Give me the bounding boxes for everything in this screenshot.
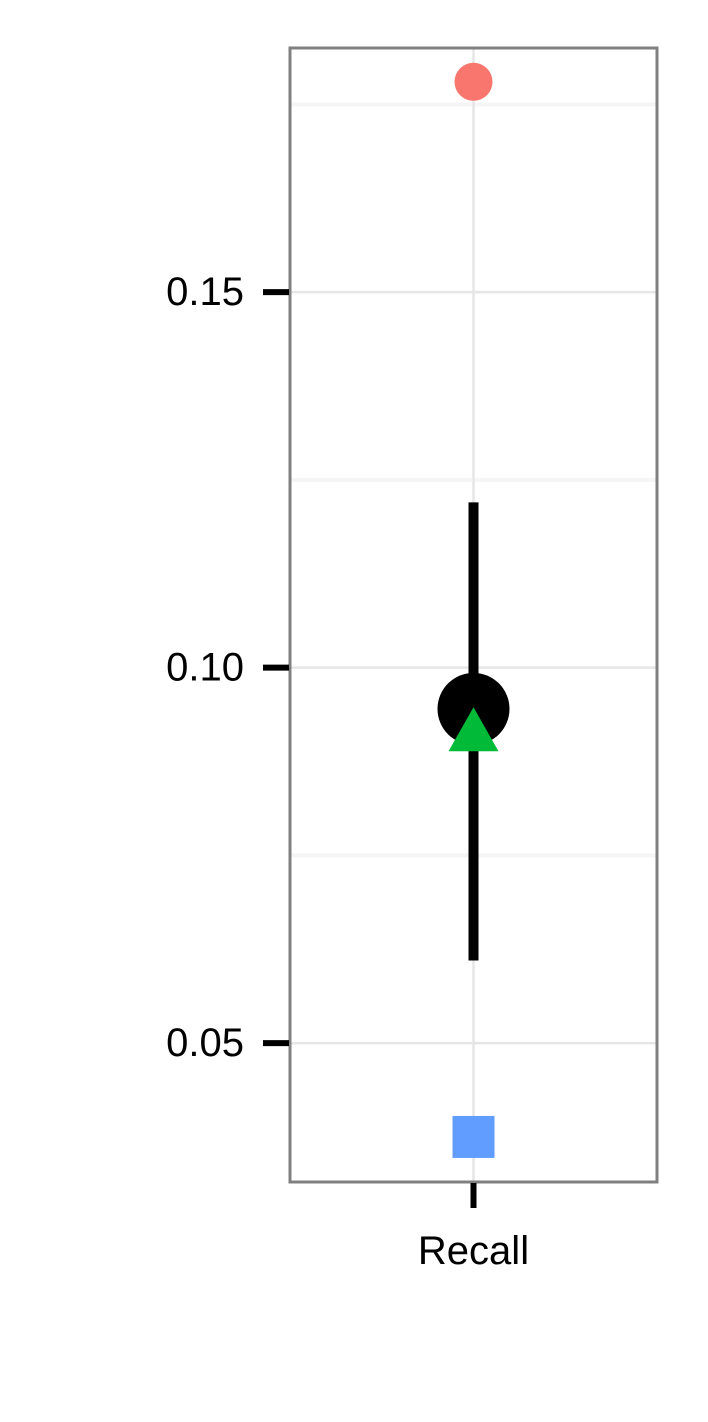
point-circle [454,62,493,101]
y-axis-tick-label: 0.15 [166,270,244,314]
axis-layer: 0.05 0.10 0.15 Recall [166,270,529,1273]
frame-layer [288,46,659,1184]
y-axis-tick-label: 0.05 [166,1021,244,1065]
y-axis-tick-label: 0.10 [166,646,244,690]
point-triangle [448,707,499,752]
plot-panel-border [288,46,659,1184]
point-square [452,1115,495,1158]
x-axis-tick-label: Recall [418,1229,529,1273]
marks-layer [437,62,510,1158]
